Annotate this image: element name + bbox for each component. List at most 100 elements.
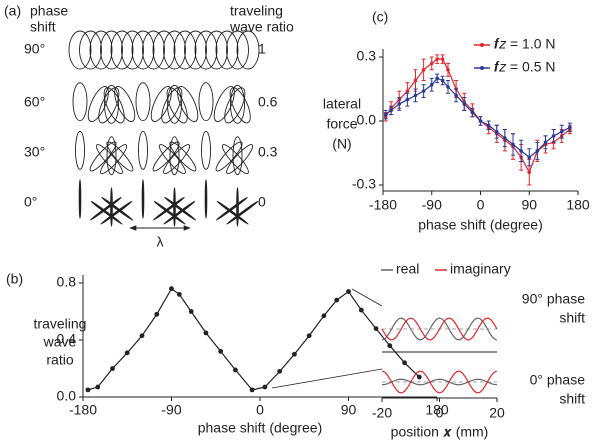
leg-trajectory (215, 196, 248, 221)
marker (462, 102, 467, 106)
marker (383, 112, 388, 117)
marker (405, 89, 410, 93)
y-tick-label: 0.8 (57, 274, 77, 290)
series-line (381, 317, 498, 341)
marker (139, 333, 145, 339)
leg-trajectory (121, 30, 144, 70)
marker (387, 343, 393, 349)
marker (95, 384, 101, 390)
leg-trajectory (173, 30, 197, 70)
panel-label: (b) (6, 271, 23, 287)
x-axis-label: phase shift (degree) (418, 217, 543, 233)
marker (478, 119, 483, 123)
y-axis-label: wave (43, 334, 77, 350)
y-axis-label: force (326, 116, 357, 132)
leg-trajectory (103, 87, 125, 124)
marker (429, 82, 434, 87)
legend-marker (480, 43, 484, 47)
leg-trajectory (153, 200, 186, 225)
series-line (381, 378, 498, 386)
panel-label: (c) (372, 9, 388, 25)
leg-trajectory (173, 187, 176, 227)
marker (440, 78, 445, 83)
wavelength-label: λ (157, 234, 164, 250)
marker (486, 123, 491, 128)
series-line (87, 287, 420, 391)
marker (176, 292, 182, 297)
marker (306, 333, 312, 339)
series-line (385, 58, 571, 174)
leg-trajectory (164, 196, 197, 221)
x-tick-label: 180 (425, 402, 449, 418)
leg-trajectory (75, 130, 85, 170)
marker (551, 134, 556, 138)
leg-trajectory (163, 144, 191, 175)
marker (233, 367, 238, 373)
marker (435, 57, 439, 61)
leg-trajectory (95, 144, 123, 175)
leg-trajectory (167, 84, 182, 124)
leg-trajectory (110, 187, 113, 227)
connector (271, 368, 383, 389)
marker (543, 140, 548, 145)
leg-trajectory (224, 87, 246, 124)
marker (169, 286, 174, 292)
inset-title: shift (559, 310, 585, 326)
marker (535, 149, 540, 153)
marker (373, 326, 379, 331)
leg-trajectory (104, 84, 119, 124)
leg-trajectory (110, 30, 134, 70)
header: shift (30, 19, 56, 35)
ratio-label: 1 (258, 41, 266, 57)
marker (511, 142, 515, 147)
connector (351, 288, 383, 307)
marker (346, 289, 351, 294)
leg-trajectory (106, 141, 134, 172)
inset-title: 90° phase (522, 291, 585, 307)
leg-trajectory (98, 87, 120, 124)
phase-label: 30° (24, 144, 45, 160)
x-axis-label: phase shift (degree) (198, 420, 323, 436)
leg-trajectory (236, 30, 260, 70)
header: traveling (230, 3, 283, 19)
leg-trajectory (232, 136, 243, 176)
marker (389, 108, 393, 113)
leg-trajectory (135, 82, 151, 122)
marker (218, 349, 224, 354)
leg-trajectory (138, 130, 148, 170)
marker (292, 351, 297, 357)
y-axis-label: traveling (34, 316, 87, 332)
leg-trajectory (216, 200, 249, 225)
y-axis-label: (N) (332, 136, 351, 152)
legend-label: 𝒇𝑧 = 0.5 N (494, 59, 556, 75)
x-tick-label: 90 (341, 402, 357, 418)
marker (358, 307, 364, 313)
leg-trajectory (236, 187, 239, 227)
x-tick-label: -20 (372, 405, 392, 421)
marker (416, 374, 422, 380)
marker (470, 110, 475, 115)
marker (527, 170, 532, 174)
leg-trajectory (131, 30, 155, 70)
leg-trajectory (177, 85, 199, 123)
marker (249, 387, 255, 393)
leg-trajectory (158, 144, 186, 175)
y-tick-label: 0.0 (357, 112, 377, 128)
leg-trajectory (230, 84, 245, 124)
marker (334, 297, 340, 303)
leg-trajectory (114, 85, 136, 123)
series-line (381, 370, 498, 394)
leg-trajectory (184, 30, 207, 70)
legend-label: real (396, 261, 419, 277)
series-line (385, 77, 571, 159)
leg-trajectory (78, 179, 82, 219)
phase-label: 60° (24, 94, 45, 110)
leg-trajectory (169, 141, 197, 172)
leg-trajectory (169, 136, 180, 176)
leg-trajectory (166, 87, 188, 124)
leg-trajectory (106, 136, 117, 176)
panel-label: (a) (4, 3, 21, 19)
phase-label: 90° (24, 41, 45, 57)
marker (527, 155, 532, 160)
